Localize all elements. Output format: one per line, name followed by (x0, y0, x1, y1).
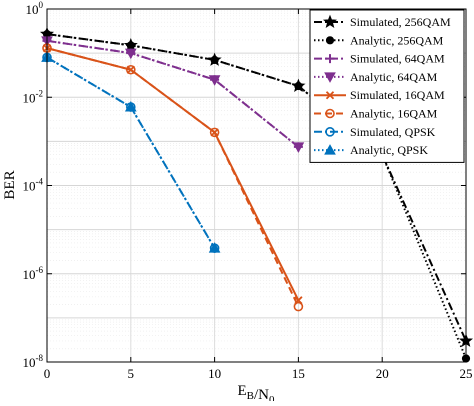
series-6 (42, 43, 304, 312)
legend-label: Simulated, 256QAM (350, 15, 451, 29)
axis-ticks: 0 5 10 15 20 25 10-8 10-6 10-4 10-2 100 (23, 0, 473, 381)
legend-entry: Analytic, 64QAM (314, 70, 438, 84)
y-tick-label: 100 (26, 0, 44, 17)
y-tick-label: 10-2 (23, 88, 44, 105)
data-point (293, 301, 304, 312)
legend-marker (322, 14, 338, 28)
legend-marker (324, 72, 336, 83)
series-line (46, 39, 300, 148)
x-tick-label: 0 (44, 366, 51, 381)
legend-label: Analytic, 64QAM (350, 70, 438, 84)
legend-label: Simulated, QPSK (350, 125, 436, 139)
legend-entry: Simulated, QPSK (314, 125, 436, 139)
legend-entry: Analytic, QPSK (314, 143, 428, 157)
legend-label: Analytic, QPSK (350, 143, 428, 157)
legend: Simulated, 256QAM Analytic, 256QAM Simulat… (309, 9, 465, 163)
legend-label: Simulated, 16QAM (350, 88, 445, 102)
data-point (208, 242, 221, 253)
legend-marker (325, 91, 335, 100)
legend-entry: Analytic, 256QAM (314, 33, 444, 47)
data-point (294, 81, 303, 91)
series-line (46, 33, 467, 359)
legend-label: Analytic, 16QAM (350, 107, 438, 121)
legend-marker (325, 127, 335, 137)
legend-marker (325, 36, 335, 45)
y-tick-label: 10-4 (23, 177, 44, 194)
series-line (46, 47, 300, 308)
series-8 (41, 51, 221, 253)
legend-entry: Analytic, 16QAM (314, 107, 438, 121)
x-tick-label: 5 (128, 366, 135, 381)
legend-label: Simulated, 64QAM (350, 52, 445, 66)
x-tick-label: 10 (208, 366, 221, 381)
series-line (46, 47, 300, 301)
data-point (208, 75, 221, 86)
legend-label: Analytic, 256QAM (350, 33, 444, 47)
y-tick-label: 10-6 (23, 265, 44, 282)
legend-entry: Simulated, 64QAM (314, 52, 445, 66)
legend-marker (325, 54, 335, 64)
data-point (210, 55, 219, 65)
series-lines (39, 26, 474, 363)
x-tick-label: 20 (376, 366, 389, 381)
series-line (46, 39, 300, 148)
data-point (126, 41, 135, 50)
legend-entry: Simulated, 16QAM (314, 88, 445, 102)
legend-box (309, 9, 465, 163)
x-tick-label: 15 (292, 366, 305, 381)
legend-marker (324, 144, 336, 155)
legend-marker (325, 108, 335, 119)
x-tick-label: 25 (460, 366, 473, 381)
y-tick-label: 10-8 (23, 353, 44, 370)
y-axis-label: BER (2, 170, 18, 199)
series-5 (42, 43, 303, 305)
data-point (292, 142, 305, 153)
data-point (209, 127, 220, 138)
data-point (124, 48, 137, 60)
data-point (126, 64, 136, 75)
data-point (124, 101, 137, 112)
series-4 (41, 36, 305, 153)
legend-entry: Simulated, 256QAM (314, 14, 451, 29)
x-axis-label: EB/N0 (237, 383, 275, 401)
